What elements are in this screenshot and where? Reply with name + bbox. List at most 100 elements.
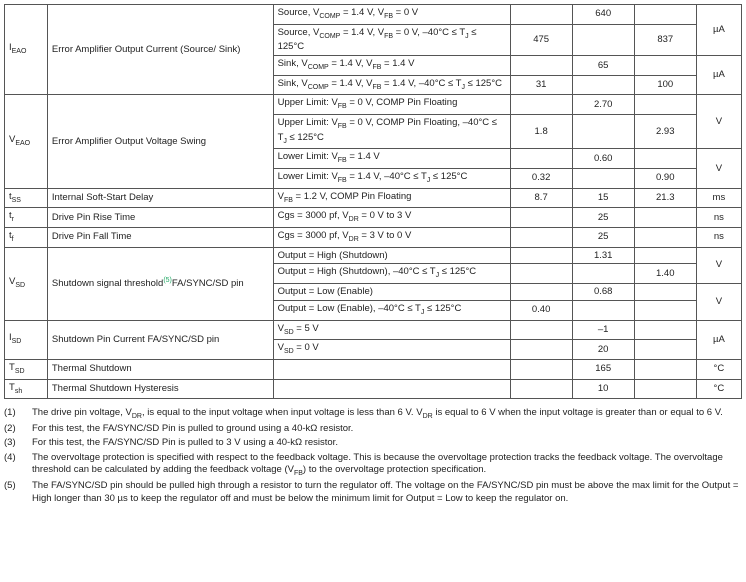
value-cell <box>572 115 634 149</box>
value-cell <box>572 300 634 320</box>
value-cell <box>634 5 696 25</box>
condition-cell: Lower Limit: VFB = 1.4 V <box>273 149 510 169</box>
unit-cell: µA <box>696 5 741 56</box>
table-row: ISDShutdown Pin Current FA/SYNC/SD pinVS… <box>5 320 742 340</box>
value-cell <box>572 264 634 284</box>
footnote: (4)The overvoltage protection is specifi… <box>4 452 742 478</box>
condition-cell: Source, VCOMP = 1.4 V, VFB = 0 V <box>273 5 510 25</box>
footnotes: (1)The drive pin voltage, VDR, is equal … <box>4 407 742 505</box>
value-cell: 8.7 <box>510 188 572 208</box>
value-cell <box>634 284 696 301</box>
parameter-cell: Thermal Shutdown <box>47 359 273 379</box>
value-cell <box>510 149 572 169</box>
footnote-text: The FA/SYNC/SD pin should be pulled high… <box>32 480 742 505</box>
value-cell <box>634 56 696 76</box>
value-cell: 20 <box>572 340 634 360</box>
value-cell: 10 <box>572 379 634 399</box>
value-cell <box>510 247 572 264</box>
value-cell: 21.3 <box>634 188 696 208</box>
value-cell <box>634 359 696 379</box>
parameter-cell: Shutdown signal threshold(5)FA/SYNC/SD p… <box>47 247 273 320</box>
value-cell <box>510 95 572 115</box>
table-row: trDrive Pin Rise TimeCgs = 3000 pf, VDR … <box>5 208 742 228</box>
value-cell: 1.31 <box>572 247 634 264</box>
value-cell <box>510 379 572 399</box>
footnote-number: (1) <box>4 407 32 421</box>
spec-table: IEAOError Amplifier Output Current (Sour… <box>4 4 742 399</box>
value-cell: 0.60 <box>572 149 634 169</box>
symbol-cell: tr <box>5 208 48 228</box>
value-cell <box>634 149 696 169</box>
value-cell: 25 <box>572 227 634 247</box>
footnote-text: For this test, the FA/SYNC/SD Pin is pul… <box>32 423 742 435</box>
unit-cell: ns <box>696 227 741 247</box>
value-cell: 1.40 <box>634 264 696 284</box>
condition-cell <box>273 359 510 379</box>
footnote: (3)For this test, the FA/SYNC/SD Pin is … <box>4 437 742 449</box>
condition-cell: VFB = 1.2 V, COMP Pin Floating <box>273 188 510 208</box>
unit-cell: V <box>696 284 741 321</box>
value-cell <box>634 340 696 360</box>
unit-cell: °C <box>696 379 741 399</box>
table-row: VEAOError Amplifier Output Voltage Swing… <box>5 95 742 115</box>
value-cell <box>510 208 572 228</box>
value-cell: 1.8 <box>510 115 572 149</box>
value-cell <box>510 340 572 360</box>
footnote-number: (4) <box>4 452 32 478</box>
value-cell: 0.90 <box>634 169 696 189</box>
condition-cell: Sink, VCOMP = 1.4 V, VFB = 1.4 V <box>273 56 510 76</box>
value-cell: –1 <box>572 320 634 340</box>
value-cell: 25 <box>572 208 634 228</box>
footnote-number: (2) <box>4 423 32 435</box>
parameter-cell: Drive Pin Fall Time <box>47 227 273 247</box>
condition-cell: VSD = 0 V <box>273 340 510 360</box>
condition-cell <box>273 379 510 399</box>
footnote-number: (3) <box>4 437 32 449</box>
unit-cell: V <box>696 149 741 188</box>
condition-cell: Lower Limit: VFB = 1.4 V, –40°C ≤ TJ ≤ 1… <box>273 169 510 189</box>
condition-cell: Source, VCOMP = 1.4 V, VFB = 0 V, –40°C … <box>273 24 510 56</box>
value-cell <box>634 300 696 320</box>
symbol-cell: Tsh <box>5 379 48 399</box>
condition-cell: Output = Low (Enable) <box>273 284 510 301</box>
unit-cell: ms <box>696 188 741 208</box>
value-cell: 2.93 <box>634 115 696 149</box>
footnote: (1)The drive pin voltage, VDR, is equal … <box>4 407 742 421</box>
value-cell <box>510 320 572 340</box>
unit-cell: °C <box>696 359 741 379</box>
value-cell: 100 <box>634 75 696 95</box>
symbol-cell: tSS <box>5 188 48 208</box>
condition-cell: Upper Limit: VFB = 0 V, COMP Pin Floatin… <box>273 95 510 115</box>
value-cell: 65 <box>572 56 634 76</box>
value-cell: 0.68 <box>572 284 634 301</box>
unit-cell: ns <box>696 208 741 228</box>
symbol-cell: ISD <box>5 320 48 359</box>
symbol-cell: VSD <box>5 247 48 320</box>
unit-cell: µA <box>696 56 741 95</box>
symbol-cell: IEAO <box>5 5 48 95</box>
value-cell <box>634 208 696 228</box>
value-cell <box>510 359 572 379</box>
footnote: (2)For this test, the FA/SYNC/SD Pin is … <box>4 423 742 435</box>
table-row: TshThermal Shutdown Hysteresis 10 °C <box>5 379 742 399</box>
value-cell <box>572 169 634 189</box>
symbol-cell: TSD <box>5 359 48 379</box>
value-cell: 640 <box>572 5 634 25</box>
table-row: tSSInternal Soft-Start DelayVFB = 1.2 V,… <box>5 188 742 208</box>
parameter-cell: Shutdown Pin Current FA/SYNC/SD pin <box>47 320 273 359</box>
value-cell <box>572 24 634 56</box>
table-row: IEAOError Amplifier Output Current (Sour… <box>5 5 742 25</box>
value-cell <box>510 5 572 25</box>
parameter-cell: Drive Pin Rise Time <box>47 208 273 228</box>
value-cell: 837 <box>634 24 696 56</box>
value-cell <box>510 264 572 284</box>
condition-cell: Cgs = 3000 pf, VDR = 3 V to 0 V <box>273 227 510 247</box>
footnote-text: The overvoltage protection is specified … <box>32 452 742 478</box>
value-cell: 0.32 <box>510 169 572 189</box>
symbol-cell: VEAO <box>5 95 48 188</box>
table-row: VSDShutdown signal threshold(5)FA/SYNC/S… <box>5 247 742 264</box>
value-cell: 165 <box>572 359 634 379</box>
value-cell: 0.40 <box>510 300 572 320</box>
footnote: (5)The FA/SYNC/SD pin should be pulled h… <box>4 480 742 505</box>
parameter-cell: Thermal Shutdown Hysteresis <box>47 379 273 399</box>
